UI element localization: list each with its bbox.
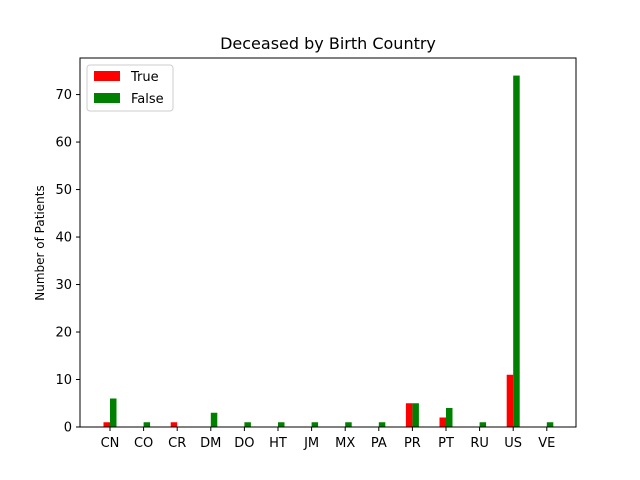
x-tick-label-ru: RU	[470, 436, 489, 451]
bar-false-do	[244, 422, 251, 427]
legend-label-true: True	[130, 70, 159, 85]
bar-false-ve	[546, 422, 554, 427]
y-tick-label: 0	[64, 421, 72, 436]
y-tick-label: 20	[55, 326, 72, 341]
bar-false-mx	[345, 422, 352, 427]
x-tick-label-mx: MX	[335, 436, 355, 451]
x-tick-label-pt: PT	[438, 436, 454, 451]
bar-true-cr	[170, 422, 178, 427]
bar-true-cn	[103, 422, 110, 427]
y-tick-label: 40	[55, 231, 72, 246]
x-tick-label-jm: JM	[303, 436, 319, 451]
bar-false-us	[513, 75, 520, 428]
bar-false-ru	[479, 422, 487, 427]
bar-false-jm	[311, 422, 319, 427]
x-tick-label-cr: CR	[168, 436, 186, 451]
legend-label-false: False	[131, 92, 164, 107]
bar-false-pt	[446, 408, 453, 427]
y-tick-label: 50	[55, 183, 72, 198]
legend: True False	[86, 64, 174, 112]
x-tick-label-ht: HT	[269, 436, 287, 451]
x-tick-label-pa: PA	[371, 436, 387, 451]
y-tick-label: 30	[55, 278, 72, 293]
bars-group	[103, 75, 554, 428]
x-tick-label-us: US	[504, 436, 522, 451]
x-tick-label-dm: DM	[200, 436, 221, 451]
x-tick-label-do: DO	[234, 436, 254, 451]
bar-true-pt	[439, 417, 446, 427]
legend-swatch-true	[94, 71, 120, 81]
legend-swatch-false	[94, 93, 120, 103]
y-axis-label: Number of Patients	[33, 185, 47, 300]
y-tick-label: 10	[55, 373, 72, 388]
chart-title: Deceased by Birth Country	[220, 34, 436, 53]
bar-false-co	[143, 422, 151, 427]
x-tick-label-cn: CN	[101, 436, 120, 451]
x-tick-label-pr: PR	[404, 436, 421, 451]
y-axis-ticks: 0 10 20 30 40 50 60 70	[55, 88, 80, 436]
y-tick-label: 60	[55, 136, 72, 151]
bar-false-dm	[210, 412, 218, 427]
bar-true-pr	[405, 403, 413, 427]
bar-true-us	[506, 374, 514, 427]
x-axis-ticks: CN CO CR DM DO HT JM MX PA PR PT RU US VE	[101, 427, 555, 451]
bar-false-pa	[378, 422, 386, 427]
y-tick-label: 70	[55, 88, 72, 103]
bar-false-ht	[278, 422, 285, 427]
x-tick-label-co: CO	[134, 436, 153, 451]
x-tick-label-ve: VE	[538, 436, 555, 451]
bar-false-cn	[110, 398, 117, 427]
bar-false-pr	[412, 403, 419, 427]
plot-frame	[79, 57, 577, 428]
